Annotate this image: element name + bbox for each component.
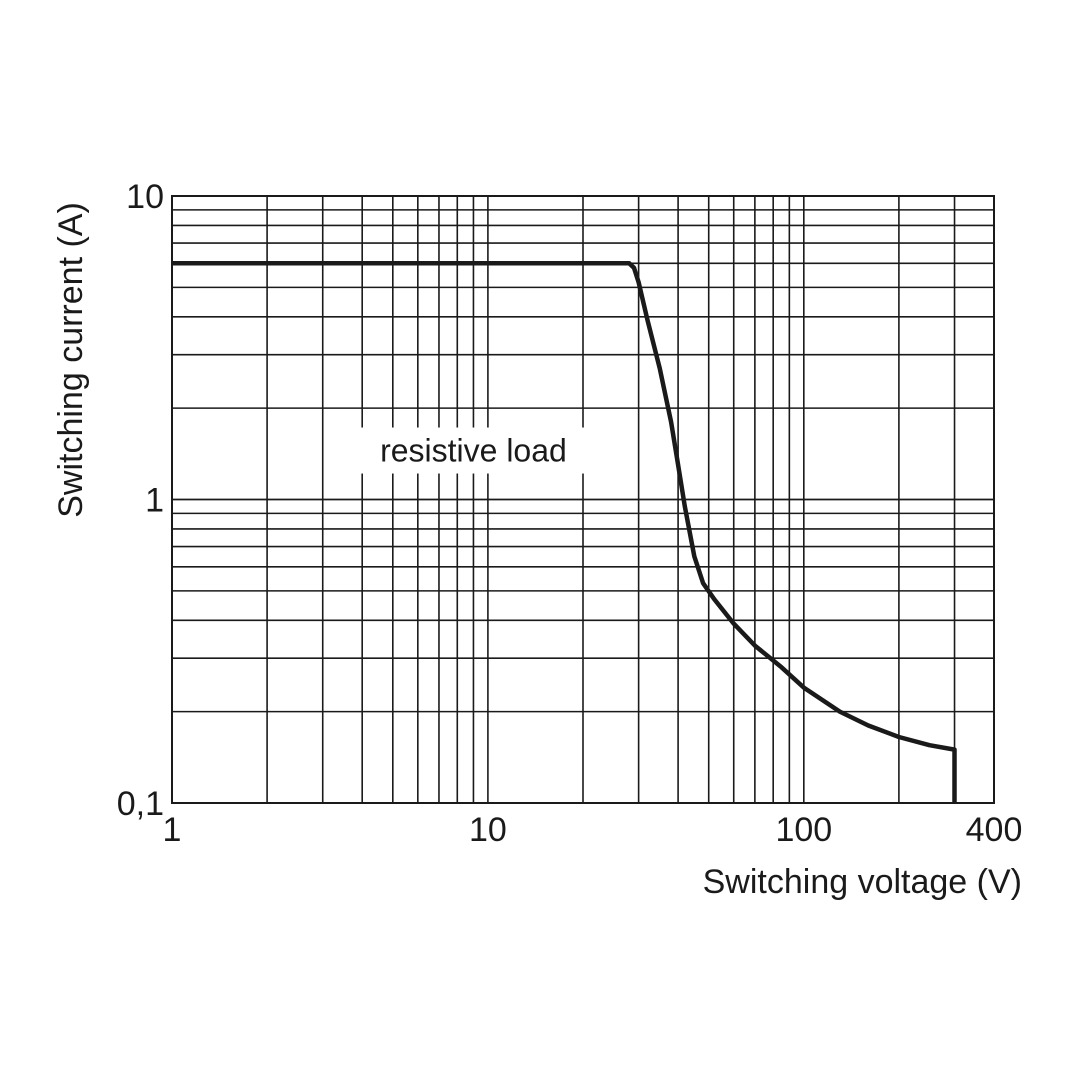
chart-grid xyxy=(171,195,995,804)
annotation-background xyxy=(358,427,589,474)
annotation-resistive-load: resistive load xyxy=(380,433,567,469)
y-tick-label: 1 xyxy=(145,482,164,520)
x-axis-title: Switching voltage (V) xyxy=(703,863,1022,901)
series-line xyxy=(172,261,957,803)
x-tick-label: 400 xyxy=(966,811,1023,849)
series-group xyxy=(172,261,957,803)
x-tick-label: 10 xyxy=(469,811,507,849)
y-tick-label: 10 xyxy=(126,178,164,216)
plot-frame xyxy=(171,195,995,804)
y-tick-label: 0,1 xyxy=(117,785,164,823)
x-tick-label: 1 xyxy=(163,811,182,849)
x-tick-label: 100 xyxy=(775,811,832,849)
y-axis-title: Switching current (A) xyxy=(52,202,90,518)
